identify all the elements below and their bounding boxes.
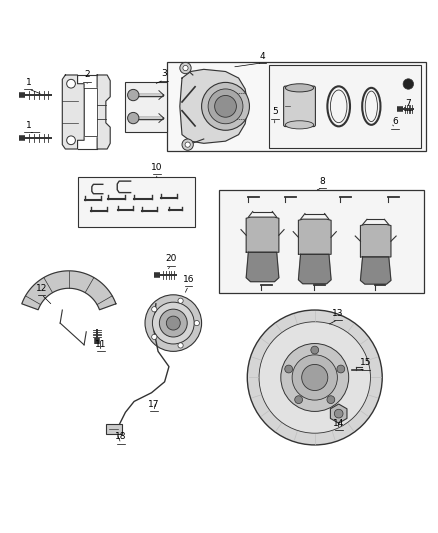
Text: 1: 1 <box>25 122 31 130</box>
Ellipse shape <box>286 84 314 92</box>
Circle shape <box>127 112 139 124</box>
Circle shape <box>180 62 191 74</box>
Circle shape <box>194 320 199 326</box>
Circle shape <box>152 334 157 340</box>
Circle shape <box>145 295 201 351</box>
Text: 10: 10 <box>151 163 162 172</box>
Text: 4: 4 <box>260 52 265 61</box>
Text: 13: 13 <box>332 309 343 318</box>
Bar <box>167 62 426 151</box>
Polygon shape <box>298 254 331 284</box>
Bar <box>269 65 421 148</box>
Text: 2: 2 <box>85 70 90 79</box>
Circle shape <box>285 365 293 373</box>
Text: 12: 12 <box>36 284 47 293</box>
Ellipse shape <box>365 91 378 122</box>
Text: 5: 5 <box>272 107 278 116</box>
Circle shape <box>67 136 75 144</box>
Polygon shape <box>360 224 391 257</box>
Polygon shape <box>22 271 116 310</box>
Text: 6: 6 <box>392 117 398 126</box>
Circle shape <box>166 316 180 330</box>
Circle shape <box>208 89 243 124</box>
Ellipse shape <box>330 90 347 123</box>
Circle shape <box>281 344 349 411</box>
Circle shape <box>185 142 190 147</box>
Text: 1: 1 <box>25 78 31 87</box>
Polygon shape <box>246 217 279 252</box>
Polygon shape <box>62 75 84 149</box>
Bar <box>106 424 121 434</box>
Circle shape <box>295 395 303 403</box>
Polygon shape <box>180 69 247 143</box>
Text: 16: 16 <box>183 275 194 284</box>
Bar <box>78 177 195 228</box>
Polygon shape <box>298 219 331 254</box>
Circle shape <box>302 365 328 391</box>
Bar <box>125 82 167 132</box>
Circle shape <box>311 346 319 354</box>
Circle shape <box>327 395 335 403</box>
Circle shape <box>201 83 250 130</box>
Text: 3: 3 <box>161 69 166 78</box>
Circle shape <box>178 343 183 348</box>
Text: 11: 11 <box>95 340 106 349</box>
Circle shape <box>182 139 193 150</box>
Text: 14: 14 <box>333 418 344 427</box>
Text: 15: 15 <box>360 359 372 367</box>
Circle shape <box>127 90 139 101</box>
Text: 17: 17 <box>148 400 159 409</box>
Circle shape <box>292 355 337 400</box>
Circle shape <box>152 302 194 344</box>
FancyBboxPatch shape <box>284 86 315 126</box>
Circle shape <box>334 409 343 418</box>
Circle shape <box>178 298 183 303</box>
Polygon shape <box>360 257 391 284</box>
Circle shape <box>247 310 382 445</box>
Text: 20: 20 <box>166 254 177 263</box>
Circle shape <box>159 309 187 337</box>
Circle shape <box>259 322 371 433</box>
Text: 18: 18 <box>115 432 127 441</box>
Circle shape <box>183 66 188 71</box>
Polygon shape <box>84 88 97 136</box>
Text: 7: 7 <box>405 99 411 108</box>
Ellipse shape <box>286 121 314 129</box>
Bar <box>219 190 424 293</box>
Circle shape <box>67 79 75 88</box>
Polygon shape <box>97 75 110 149</box>
Circle shape <box>215 95 237 117</box>
Circle shape <box>337 365 345 373</box>
Circle shape <box>152 306 157 312</box>
Text: 8: 8 <box>320 177 325 186</box>
Polygon shape <box>246 252 279 281</box>
Circle shape <box>403 79 413 89</box>
